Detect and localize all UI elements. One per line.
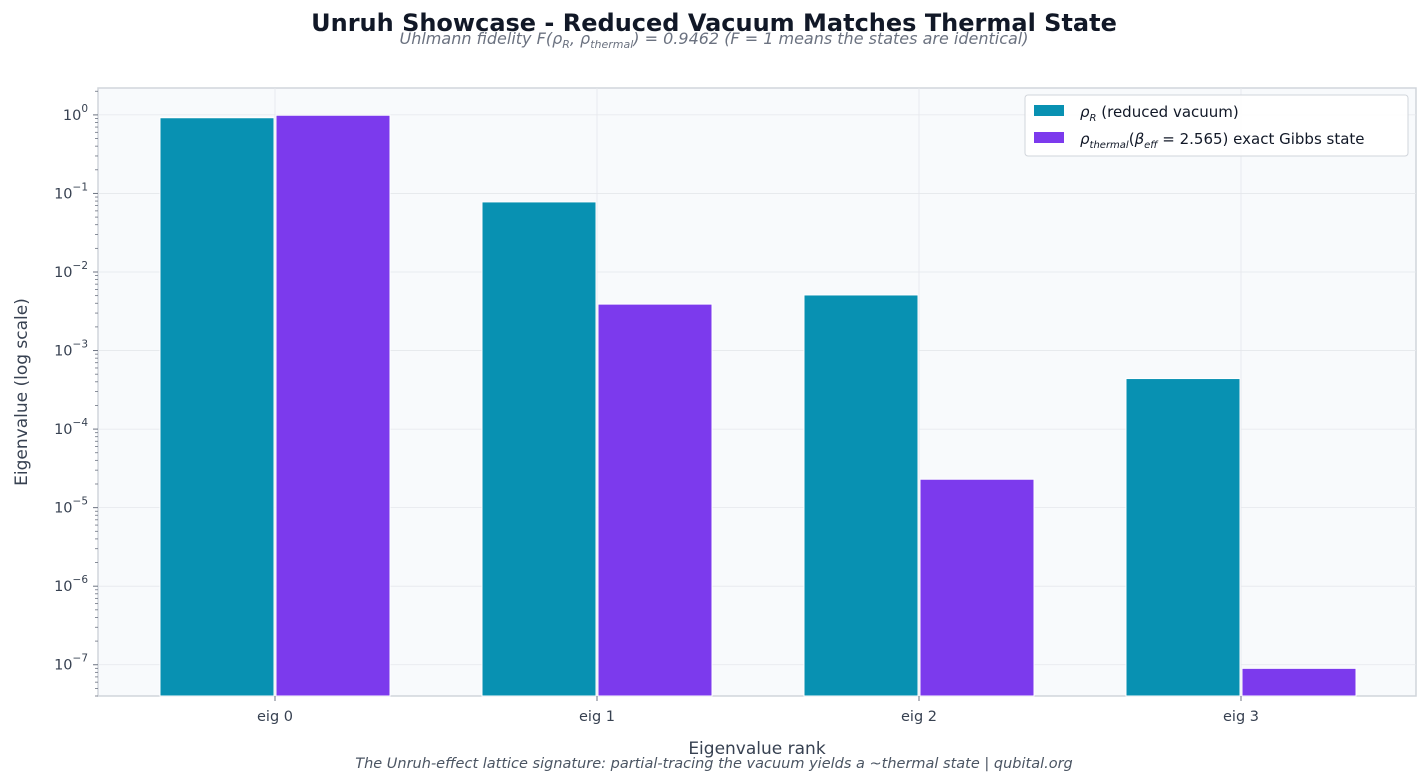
legend-beta: β xyxy=(1134,130,1145,148)
minor-ticks xyxy=(95,90,98,697)
legend-rho-thermal-sub: thermal xyxy=(1090,140,1129,151)
y-tick-label: 10−6 xyxy=(54,574,88,595)
bar-reduced-vacuum-3 xyxy=(1125,378,1241,697)
bars xyxy=(159,114,1357,697)
x-tick-label: eig 2 xyxy=(901,709,937,725)
subtitle-rho-r-sub: R xyxy=(562,38,570,51)
subtitle-rho-r: ρ xyxy=(552,29,562,48)
y-axis-label: Eigenvalue (log scale) xyxy=(12,298,32,486)
legend-rho-thermal: ρ xyxy=(1080,130,1090,148)
x-tick-labels: eig 0 eig 1 eig 2 eig 3 xyxy=(257,709,1259,725)
y-tick-label: 10−2 xyxy=(54,260,88,281)
y-tick-label: 10−1 xyxy=(54,181,88,202)
bar-exact-Gibbs-state-2 xyxy=(919,478,1035,697)
bar-reduced-vacuum-0 xyxy=(159,117,275,697)
y-tick-label: 10−4 xyxy=(54,417,88,438)
chart-title: Unruh Showcase - Reduced Vacuum Matches … xyxy=(311,9,1117,37)
x-axis-label: Eigenvalue rank xyxy=(688,739,826,759)
bar-reduced-vacuum-2 xyxy=(803,294,919,697)
chart-subtitle: Uhlmann fidelity F(ρR, ρthermal) = 0.946… xyxy=(400,29,1029,51)
legend: ρR (reduced vacuum) ρthermal(βeff = 2.56… xyxy=(1024,94,1409,157)
legend-label-reduced-vacuum: ρR (reduced vacuum) xyxy=(1080,103,1239,124)
subtitle-suffix: ) = 0.9462 (F = 1 means the states are i… xyxy=(632,29,1028,48)
subtitle-comma: , xyxy=(570,29,580,48)
legend-paren: ( xyxy=(1129,130,1135,148)
legend-swatch-reduced-vacuum xyxy=(1034,105,1064,116)
x-tick-label: eig 0 xyxy=(257,709,293,725)
legend-reduced-vacuum-text: (reduced vacuum) xyxy=(1096,103,1238,121)
y-tick-label: 10−3 xyxy=(54,339,88,360)
x-tick-label: eig 1 xyxy=(579,709,615,725)
legend-label-gibbs-state: ρthermal(βeff = 2.565) exact Gibbs state xyxy=(1080,130,1365,151)
bar-exact-Gibbs-state-3 xyxy=(1241,667,1357,697)
y-tick-label: 100 xyxy=(63,103,88,124)
legend-swatch-gibbs-state xyxy=(1034,132,1064,143)
y-tick-label: 10−5 xyxy=(54,496,88,517)
bar-reduced-vacuum-1 xyxy=(481,201,597,697)
subtitle-rho-thermal-sub: thermal xyxy=(590,38,633,51)
subtitle-rho-thermal: ρ xyxy=(580,29,590,48)
legend-beta-sub: eff xyxy=(1144,140,1159,151)
legend-rho-r-sub: R xyxy=(1090,113,1097,124)
legend-rho-r: ρ xyxy=(1080,103,1090,121)
legend-gibbs-text: = 2.565) exact Gibbs state xyxy=(1158,130,1365,148)
y-tick-label: 10−7 xyxy=(54,653,88,674)
x-tick-label: eig 3 xyxy=(1223,709,1259,725)
bar-exact-Gibbs-state-0 xyxy=(275,114,391,697)
y-tick-labels: 100 10−1 10−2 10−3 10−4 10−5 10−6 10−7 xyxy=(54,103,88,674)
footer-caption: The Unruh-effect lattice signature: part… xyxy=(355,756,1073,772)
subtitle-prefix: Uhlmann fidelity F( xyxy=(400,29,553,48)
legend-box xyxy=(1024,94,1409,157)
bar-exact-Gibbs-state-1 xyxy=(597,303,713,697)
